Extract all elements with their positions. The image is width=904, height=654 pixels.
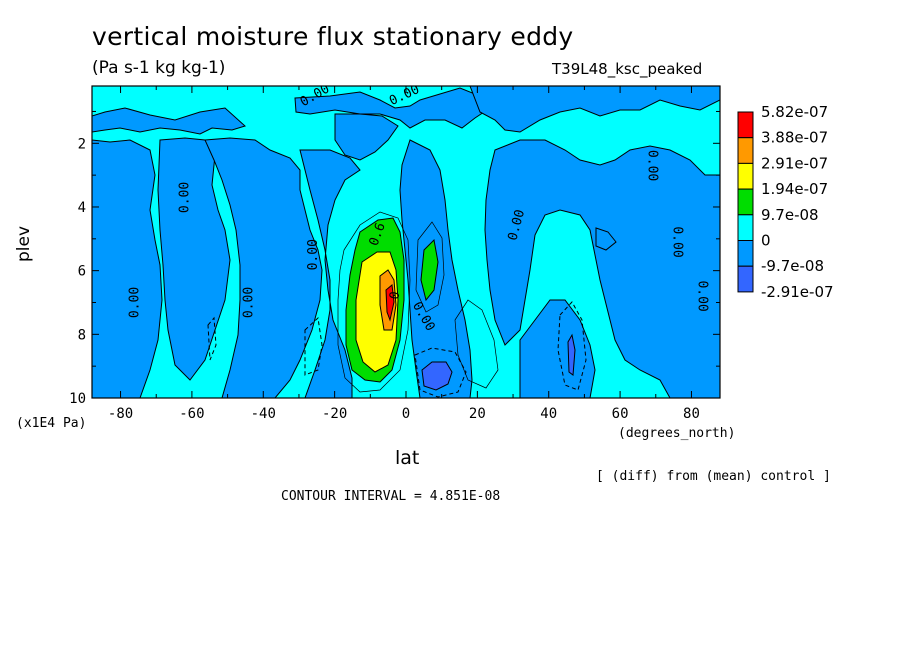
neg-region-top-center [294,87,491,129]
chart-units: (Pa s-1 kg kg-1) [92,58,226,78]
x-tick-label: 20 [469,406,486,422]
dashed-contour-1 [304,316,323,376]
contour-label: 0.00 [695,280,710,311]
contour-label: 0.00 [242,287,257,318]
dashed-contour-3 [414,347,467,398]
contour-interval: CONTOUR INTERVAL = 4.851E-08 [281,489,501,504]
legend-swatch [737,188,754,216]
x-tick-label: -80 [108,406,133,422]
x-tick-label: 40 [540,406,557,422]
contour-label: 0.00 [127,287,142,318]
legend-swatch [737,162,754,190]
neg-region-east-lower [519,299,596,398]
legend-swatch [737,214,754,242]
contour-label: 0.00 [670,226,685,257]
legend-label: 5.82e-07 [761,103,828,121]
plot-field: 0.00 0.000.000.00 0.000.000.000.000.000.00… [92,86,720,398]
neg-region-east [484,139,720,398]
thin-contour-3 [454,299,499,389]
y-tick-label: 2 [78,136,86,152]
legend-swatch [737,137,754,164]
legend-label: 9.7e-08 [761,206,819,224]
neg-region-top-left [92,86,246,135]
legend-swatch [737,240,754,267]
legend-label: 0 [761,232,771,250]
x-axis-label: lat [395,447,420,469]
neg-region-upper-center [334,113,399,161]
x-axis-ticks: -80 -60 -40 -20 0 20 40 60 80 [108,86,700,422]
pos-cell-388e-07 [385,284,395,322]
negative-regions [92,86,720,398]
legend-label: -9.7e-08 [761,257,824,275]
dashed-contour-4 [557,301,587,391]
x-tick-label: 0 [402,406,410,422]
legend-label: 1.94e-07 [761,180,828,198]
contour-label: 0.00 [645,150,660,181]
x-tick-label: -60 [179,406,204,422]
x-tick-label: -40 [251,406,276,422]
run-label: T39L48_ksc_peaked [552,60,703,78]
thin-contours [337,211,499,393]
legend-swatch [737,111,754,139]
chart-title: vertical moisture flux stationary eddy [92,22,574,51]
thin-contour-1 [337,211,411,393]
legend-label: -2.91e-07 [761,283,834,301]
color-legend: 5.82e-07 3.88e-07 2.91e-07 1.94e-07 9.7e-08 0… [737,103,834,301]
neg-cell-291e-07 [421,361,453,391]
neg-region-mid-left [204,137,323,398]
neg-region-top-right [469,86,720,133]
legend-label: 2.91e-07 [761,154,828,172]
diff-note: [ (diff) from (mean) control ] [596,469,831,484]
contour-label: 0.00 [306,239,321,270]
x-tick-label: 80 [683,406,700,422]
x-axis-unit: (degrees_north) [618,426,736,441]
neg-region-center-left [299,149,361,398]
contour-label: 0.00 [177,182,192,213]
dashed-contour-2 [207,316,217,361]
legend-label: 3.88e-07 [761,129,828,147]
y-axis-ticks: 2 4 6 8 10 [69,110,720,407]
x-tick-label: 60 [612,406,629,422]
legend-swatch [737,265,754,293]
pos-cell-small-right [420,238,439,302]
y-tick-label: 10 [69,391,86,407]
negative-contours [207,301,587,398]
y-tick-label: 8 [78,327,86,343]
neg-region-west [92,139,163,398]
contour-label: 0 [387,290,403,300]
thin-contour-2 [415,221,445,313]
x-tick-label: -20 [322,406,347,422]
positive-regions [345,217,576,391]
neg-cell-small [567,333,576,376]
y-tick-label: 4 [78,200,86,216]
y-tick-label: 6 [78,264,86,280]
y-axis-unit: (x1E4 Pa) [16,416,87,431]
neg-region-small-east [595,227,617,251]
